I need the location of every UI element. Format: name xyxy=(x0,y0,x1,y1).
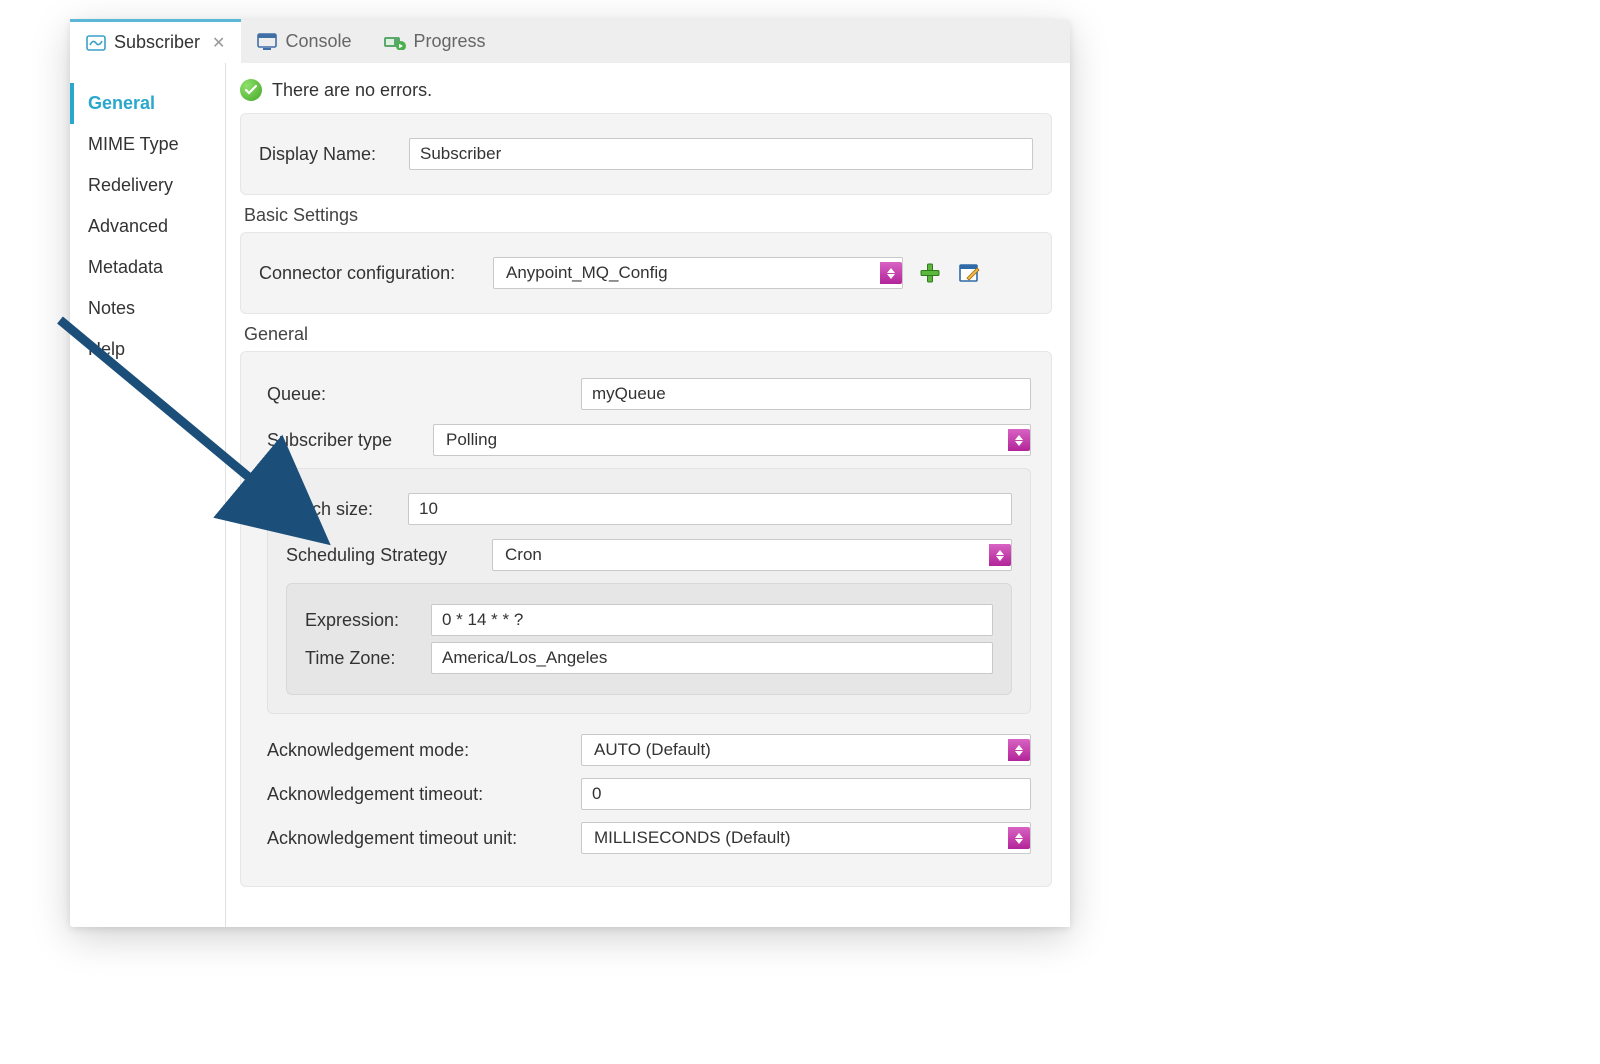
ack-timeout-unit-value: MILLISECONDS (Default) xyxy=(592,828,791,848)
queue-input[interactable] xyxy=(581,378,1031,410)
fetch-size-label: Fetch size: xyxy=(286,499,394,520)
status-message: There are no errors. xyxy=(272,80,432,101)
connector-config-value: Anypoint_MQ_Config xyxy=(504,263,668,283)
ack-mode-value: AUTO (Default) xyxy=(592,740,711,760)
sidebar: General MIME Type Redelivery Advanced Me… xyxy=(70,63,226,927)
expression-label: Expression: xyxy=(305,610,417,631)
display-name-label: Display Name: xyxy=(259,144,395,165)
sidebar-item-general[interactable]: General xyxy=(70,83,225,124)
ack-timeout-input[interactable] xyxy=(581,778,1031,810)
sidebar-item-notes[interactable]: Notes xyxy=(70,288,225,329)
dropdown-knob-icon xyxy=(1008,739,1030,761)
ack-mode-label: Acknowledgement mode: xyxy=(267,740,567,761)
plus-icon xyxy=(919,262,941,284)
subscriber-type-select[interactable]: Polling xyxy=(433,424,1031,456)
connector-config-select[interactable]: Anypoint_MQ_Config xyxy=(493,257,903,289)
sidebar-item-advanced[interactable]: Advanced xyxy=(70,206,225,247)
progress-icon xyxy=(384,34,406,50)
general-section-title: General xyxy=(244,324,1052,345)
subscriber-type-value: Polling xyxy=(444,430,497,450)
dropdown-knob-icon xyxy=(989,544,1011,566)
sidebar-item-label: MIME Type xyxy=(88,134,179,154)
cron-subpanel: Expression: Time Zone: xyxy=(286,583,1012,695)
config-window: Subscriber ✕ Console Progress Gene xyxy=(70,20,1070,927)
connector-config-label: Connector configuration: xyxy=(259,263,479,284)
timezone-label: Time Zone: xyxy=(305,648,417,669)
tab-console[interactable]: Console xyxy=(241,20,367,63)
sidebar-item-mime-type[interactable]: MIME Type xyxy=(70,124,225,165)
basic-settings-panel: Connector configuration: Anypoint_MQ_Con… xyxy=(240,232,1052,314)
scheduling-strategy-select[interactable]: Cron xyxy=(492,539,1012,571)
subscriber-icon xyxy=(86,35,106,51)
tab-subscriber[interactable]: Subscriber ✕ xyxy=(70,19,241,63)
sidebar-item-label: Advanced xyxy=(88,216,168,236)
tab-subscriber-label: Subscriber xyxy=(114,32,200,53)
expression-input[interactable] xyxy=(431,604,993,636)
tab-bar: Subscriber ✕ Console Progress xyxy=(70,20,1070,63)
status-row: There are no errors. xyxy=(240,79,1052,101)
subscriber-type-label: Subscriber type xyxy=(267,430,419,451)
content-area: There are no errors. Display Name: Basic… xyxy=(226,63,1070,927)
window-body: General MIME Type Redelivery Advanced Me… xyxy=(70,63,1070,927)
sidebar-item-label: Help xyxy=(88,339,125,359)
timezone-input[interactable] xyxy=(431,642,993,674)
display-name-input[interactable] xyxy=(409,138,1033,170)
queue-label: Queue: xyxy=(267,384,567,405)
dropdown-knob-icon xyxy=(1008,827,1030,849)
ack-mode-select[interactable]: AUTO (Default) xyxy=(581,734,1031,766)
console-icon xyxy=(257,33,277,51)
fetch-size-input[interactable] xyxy=(408,493,1012,525)
sidebar-item-label: General xyxy=(88,93,155,113)
dropdown-knob-icon xyxy=(1008,429,1030,451)
display-name-panel: Display Name: xyxy=(240,113,1052,195)
tab-progress-label: Progress xyxy=(414,31,486,52)
tab-progress[interactable]: Progress xyxy=(368,20,502,63)
ack-timeout-unit-select[interactable]: MILLISECONDS (Default) xyxy=(581,822,1031,854)
dropdown-knob-icon xyxy=(880,262,902,284)
edit-icon xyxy=(959,262,981,284)
sidebar-item-redelivery[interactable]: Redelivery xyxy=(70,165,225,206)
sidebar-item-help[interactable]: Help xyxy=(70,329,225,370)
sidebar-item-label: Notes xyxy=(88,298,135,318)
ack-timeout-unit-label: Acknowledgement timeout unit: xyxy=(267,828,567,849)
scheduling-strategy-label: Scheduling Strategy xyxy=(286,545,478,566)
edit-config-button[interactable] xyxy=(957,260,983,286)
sidebar-item-label: Redelivery xyxy=(88,175,173,195)
add-config-button[interactable] xyxy=(917,260,943,286)
ok-icon xyxy=(240,79,262,101)
scheduling-strategy-value: Cron xyxy=(503,545,542,565)
ack-timeout-label: Acknowledgement timeout: xyxy=(267,784,567,805)
tab-console-label: Console xyxy=(285,31,351,52)
polling-subpanel: Fetch size: Scheduling Strategy Cron Exp… xyxy=(267,468,1031,714)
sidebar-item-label: Metadata xyxy=(88,257,163,277)
basic-settings-title: Basic Settings xyxy=(244,205,1052,226)
sidebar-item-metadata[interactable]: Metadata xyxy=(70,247,225,288)
general-panel: Queue: Subscriber type Polling Fetch siz… xyxy=(240,351,1052,887)
close-icon[interactable]: ✕ xyxy=(208,33,225,53)
